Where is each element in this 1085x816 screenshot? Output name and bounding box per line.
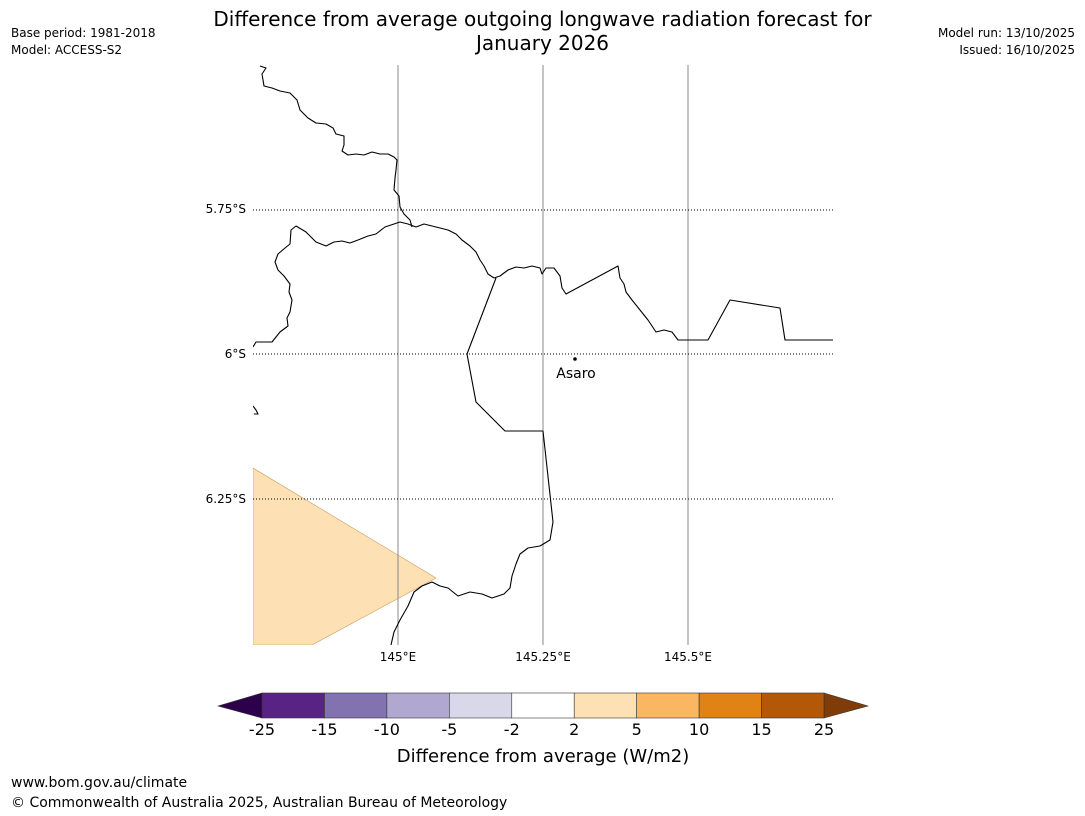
- lat-label-6-25: 6.25°S: [206, 492, 246, 506]
- colorbar-cell-0: [261, 692, 325, 719]
- page-title: Difference from average outgoing longwav…: [0, 7, 1085, 55]
- issued-text: Issued: 16/10/2025: [959, 43, 1075, 57]
- colorbar-tick-7: 10: [689, 720, 709, 739]
- header-right-meta: Model run: 13/10/2025 Issued: 16/10/2025: [938, 25, 1075, 59]
- colorbar-tick-5: 2: [569, 720, 579, 739]
- colorbar-cell-2: [386, 692, 450, 719]
- footer-copyright: © Commonwealth of Australia 2025, Austra…: [11, 795, 508, 811]
- colorbar-cell-6: [636, 692, 700, 719]
- meridian-lines: [397, 65, 689, 645]
- lat-label-6: 6°S: [225, 347, 246, 361]
- colorbar-tick-2: -10: [374, 720, 400, 739]
- colorbar-low-extend: [216, 692, 263, 719]
- boundary-north: [259, 65, 413, 228]
- colorbar-tick-0: -25: [249, 720, 275, 739]
- footer-url[interactable]: www.bom.gov.au/climate: [11, 775, 188, 791]
- colorbar-label: Difference from average (W/m2): [397, 746, 689, 767]
- colorbar-tick-6: 5: [632, 720, 642, 739]
- title-line-1: Difference from average outgoing longwav…: [213, 7, 872, 31]
- colorbar-cell-4: [511, 692, 575, 719]
- boundary-south-loop: [390, 277, 554, 645]
- lon-label-145-25: 145.25°E: [515, 650, 571, 664]
- title-line-2: January 2026: [475, 31, 610, 55]
- parallel-lines: [253, 209, 833, 500]
- asaro-marker: [573, 357, 577, 361]
- lon-label-145-5: 145.5°E: [664, 650, 712, 664]
- colorbar-tick-3: -5: [441, 720, 457, 739]
- lon-label-145: 145°E: [380, 650, 417, 664]
- latitude-labels: 5.75°S 6°S 6.25°S: [206, 202, 246, 506]
- colorbar-cell-8: [761, 692, 825, 719]
- boundary-east: [493, 265, 833, 341]
- lat-label-5-75: 5.75°S: [206, 202, 246, 216]
- colorbar-tick-1: -15: [311, 720, 337, 739]
- colorbar-tick-8: 15: [751, 720, 771, 739]
- boundary-lines: [253, 65, 833, 645]
- colorbar-cell-1: [324, 692, 388, 719]
- anomaly-shading-layer: [253, 467, 437, 645]
- header-left-meta: Base period: 1981-2018 Model: ACCESS-S2: [11, 25, 156, 59]
- base-period-text: Base period: 1981-2018: [11, 26, 156, 40]
- colorbar-cells: [261, 692, 825, 719]
- longitude-labels: 145°E 145.25°E 145.5°E: [380, 650, 712, 664]
- colorbar-ticks: -25 -15 -10 -5 -2 2 5 10 15 25: [249, 720, 834, 739]
- colorbar-cell-3: [449, 692, 513, 719]
- colorbar-cell-5: [573, 692, 637, 719]
- place-asaro: Asaro: [556, 357, 596, 382]
- asaro-label: Asaro: [556, 366, 595, 382]
- model-text: Model: ACCESS-S2: [11, 43, 123, 57]
- model-run-text: Model run: 13/10/2025: [937, 26, 1075, 40]
- boundary-west-tick: [253, 405, 259, 415]
- colorbar: -25 -15 -10 -5 -2 2 5 10 15 25 Difference from av…: [216, 692, 870, 767]
- boundary-central-west: [253, 221, 495, 348]
- colorbar-cell-7: [698, 692, 762, 719]
- colorbar-high-extend: [823, 692, 870, 719]
- colorbar-tick-9: 25: [814, 720, 834, 739]
- colorbar-tick-4: -2: [504, 720, 520, 739]
- anomaly-shaded-region: [253, 467, 437, 645]
